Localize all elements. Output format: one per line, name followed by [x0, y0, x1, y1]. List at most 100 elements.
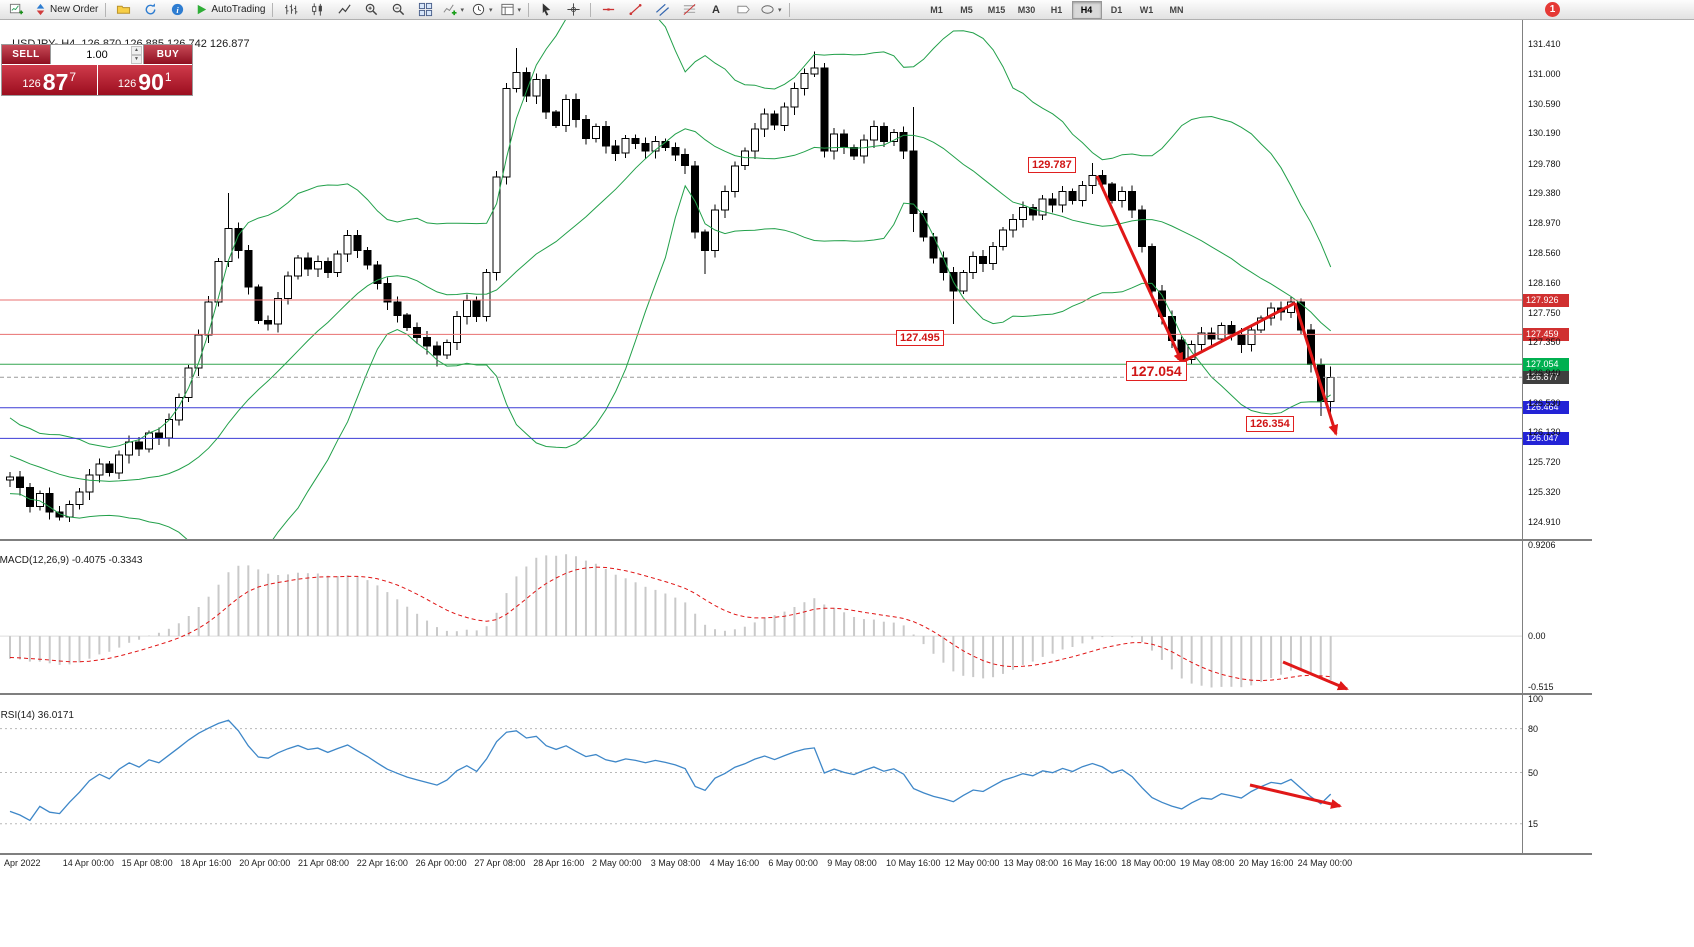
rsi-pane[interactable] — [0, 695, 1522, 853]
bollinger-upper — [9, 20, 1332, 449]
price-axis-label: 131.000 — [1528, 68, 1561, 79]
price-axis-label: 130.590 — [1528, 98, 1561, 109]
timeframe-h4[interactable]: H4 — [1071, 0, 1102, 19]
annotation-box-127.054[interactable]: 127.054 — [1126, 361, 1187, 381]
time-axis[interactable]: Apr 2022 14 Apr 00:00 15 Apr 08:00 18 Apr 1… — [0, 855, 1522, 873]
macd-name: MACD(12,26,9) — [0, 555, 70, 566]
sell-button[interactable]: SELL — [2, 45, 50, 64]
time-axis-label: 20 Apr 00:00 — [239, 858, 291, 868]
line-chart-button[interactable] — [331, 0, 357, 20]
volume-up-icon[interactable]: ▲ — [131, 46, 142, 55]
annotation-box-129.787[interactable]: 129.787 — [1028, 157, 1076, 173]
timeframe-d1[interactable]: D1 — [1110, 4, 1123, 15]
equidistant-channel-button[interactable] — [649, 0, 675, 20]
toolbar: New Order i AutoTrading ▾ ▾ ▾ — [0, 0, 1694, 20]
macd-signal-line — [9, 566, 1331, 682]
fibonacci-button[interactable] — [676, 0, 702, 20]
price-axis-label: 128.970 — [1528, 218, 1561, 229]
profiles-button[interactable] — [110, 0, 136, 20]
community-icon: i — [171, 3, 183, 16]
buy-price[interactable]: 126 90 1 — [97, 65, 192, 96]
timeframe-m1[interactable]: M1 — [930, 4, 943, 15]
text-label-icon — [736, 5, 750, 14]
indicators-button[interactable]: ▾ — [439, 0, 467, 20]
pane-divider[interactable] — [0, 539, 1592, 541]
shapes-button[interactable]: ▾ — [757, 0, 785, 20]
time-axis-label: 18 Apr 16:00 — [180, 858, 232, 868]
periods-button[interactable]: ▾ — [468, 0, 496, 20]
timeframe-mn[interactable]: MN — [1169, 4, 1184, 15]
bar-chart-button[interactable] — [277, 0, 303, 20]
rsi-axis-label: 15 — [1528, 818, 1539, 829]
volume-value: 1.00 — [86, 48, 108, 61]
buy-button[interactable]: BUY — [144, 45, 192, 64]
timeframe-m5[interactable]: M5 — [960, 4, 973, 15]
templates-icon — [500, 3, 514, 16]
candlestick-chart-icon — [312, 3, 322, 16]
crosshair-button[interactable] — [560, 0, 586, 20]
rsi-name: RSI(14) — [0, 710, 36, 721]
time-axis-label: 10 May 16:00 — [886, 858, 941, 868]
refresh-button[interactable] — [137, 0, 163, 20]
timeframe-w1[interactable]: W1 — [1139, 4, 1154, 15]
price-axis-label: 129.380 — [1528, 188, 1561, 198]
price-axis-label: 130.190 — [1528, 128, 1561, 139]
text-label-button[interactable] — [730, 0, 756, 20]
price-axis[interactable]: 127.926 127.459 127.054 126.877 126.464 126.0… — [1522, 20, 1593, 855]
new-order-button[interactable]: New Order — [30, 0, 101, 20]
volume-stepper[interactable]: ▲ ▼ — [131, 46, 142, 64]
time-axis-label: 21 Apr 08:00 — [298, 858, 350, 868]
fibonacci-icon — [683, 3, 695, 16]
community-button[interactable]: i — [164, 0, 190, 20]
rsi-line — [9, 719, 1332, 822]
periods-icon — [472, 3, 485, 16]
cursor-button[interactable] — [533, 0, 559, 20]
tile-windows-button[interactable] — [412, 0, 438, 20]
price-axis-label: 129.780 — [1528, 158, 1561, 169]
trendline-button[interactable] — [622, 0, 648, 20]
new-chart-icon — [9, 3, 23, 15]
text-tool-button[interactable]: A — [703, 0, 729, 20]
timeframe-m15[interactable]: M15 — [987, 4, 1006, 15]
time-axis-label: 16 May 16:00 — [1062, 858, 1117, 868]
macd-pane[interactable] — [0, 541, 1522, 693]
timeframe-h1[interactable]: H1 — [1050, 4, 1063, 15]
price-badge-126.047: 126.047 — [1523, 431, 1569, 445]
notification-badge[interactable]: 1 — [1545, 2, 1560, 17]
autotrading-button[interactable]: AutoTrading — [191, 0, 268, 20]
zoom-out-button[interactable] — [385, 0, 411, 20]
templates-button[interactable]: ▾ — [497, 0, 525, 20]
timeframe-group: M1 M5 M15 M30 H1 H4 D1 W1 MN — [922, 0, 1192, 19]
dropdown-caret: ▾ — [488, 6, 493, 14]
sell-price-small: 126 — [22, 78, 41, 90]
new-chart-button[interactable] — [3, 0, 29, 20]
zoom-in-icon — [365, 3, 378, 16]
annotation-box-126.354[interactable]: 126.354 — [1246, 416, 1294, 432]
price-axis-label: 126.940 — [1528, 367, 1561, 378]
price-axis-label: 126.130 — [1528, 427, 1561, 438]
time-axis-label: 18 May 00:00 — [1121, 858, 1176, 868]
zoom-in-button[interactable] — [358, 0, 384, 20]
trendline-icon — [629, 3, 642, 16]
buy-price-big: 90 — [138, 69, 164, 96]
volume-input[interactable]: 1.00 ▲ ▼ — [50, 45, 144, 64]
volume-down-icon[interactable]: ▼ — [131, 55, 142, 64]
tile-windows-icon — [418, 2, 433, 17]
time-axis-label: 4 May 16:00 — [709, 858, 760, 868]
profiles-icon — [116, 5, 130, 14]
annotation-box-127.495[interactable]: 127.495 — [896, 330, 944, 346]
timeframe-m30[interactable]: M30 — [1017, 4, 1036, 15]
macd-values: -0.4075 -0.3343 — [71, 555, 143, 566]
pane-divider[interactable] — [0, 693, 1592, 695]
candlestick-chart-button[interactable] — [304, 0, 330, 20]
horizontal-line-button[interactable] — [595, 0, 621, 20]
sell-price[interactable]: 126 87 7 — [2, 65, 97, 95]
toolbar-separator — [590, 2, 592, 17]
price-axis-label: 131.410 — [1528, 38, 1561, 49]
price-axis-label: 124.910 — [1528, 517, 1561, 528]
time-axis-label: 24 May 00:00 — [1297, 858, 1353, 868]
time-axis-label: 28 Apr 16:00 — [533, 858, 585, 868]
time-axis-label: 26 Apr 00:00 — [415, 858, 467, 868]
main-chart[interactable] — [0, 20, 1522, 539]
